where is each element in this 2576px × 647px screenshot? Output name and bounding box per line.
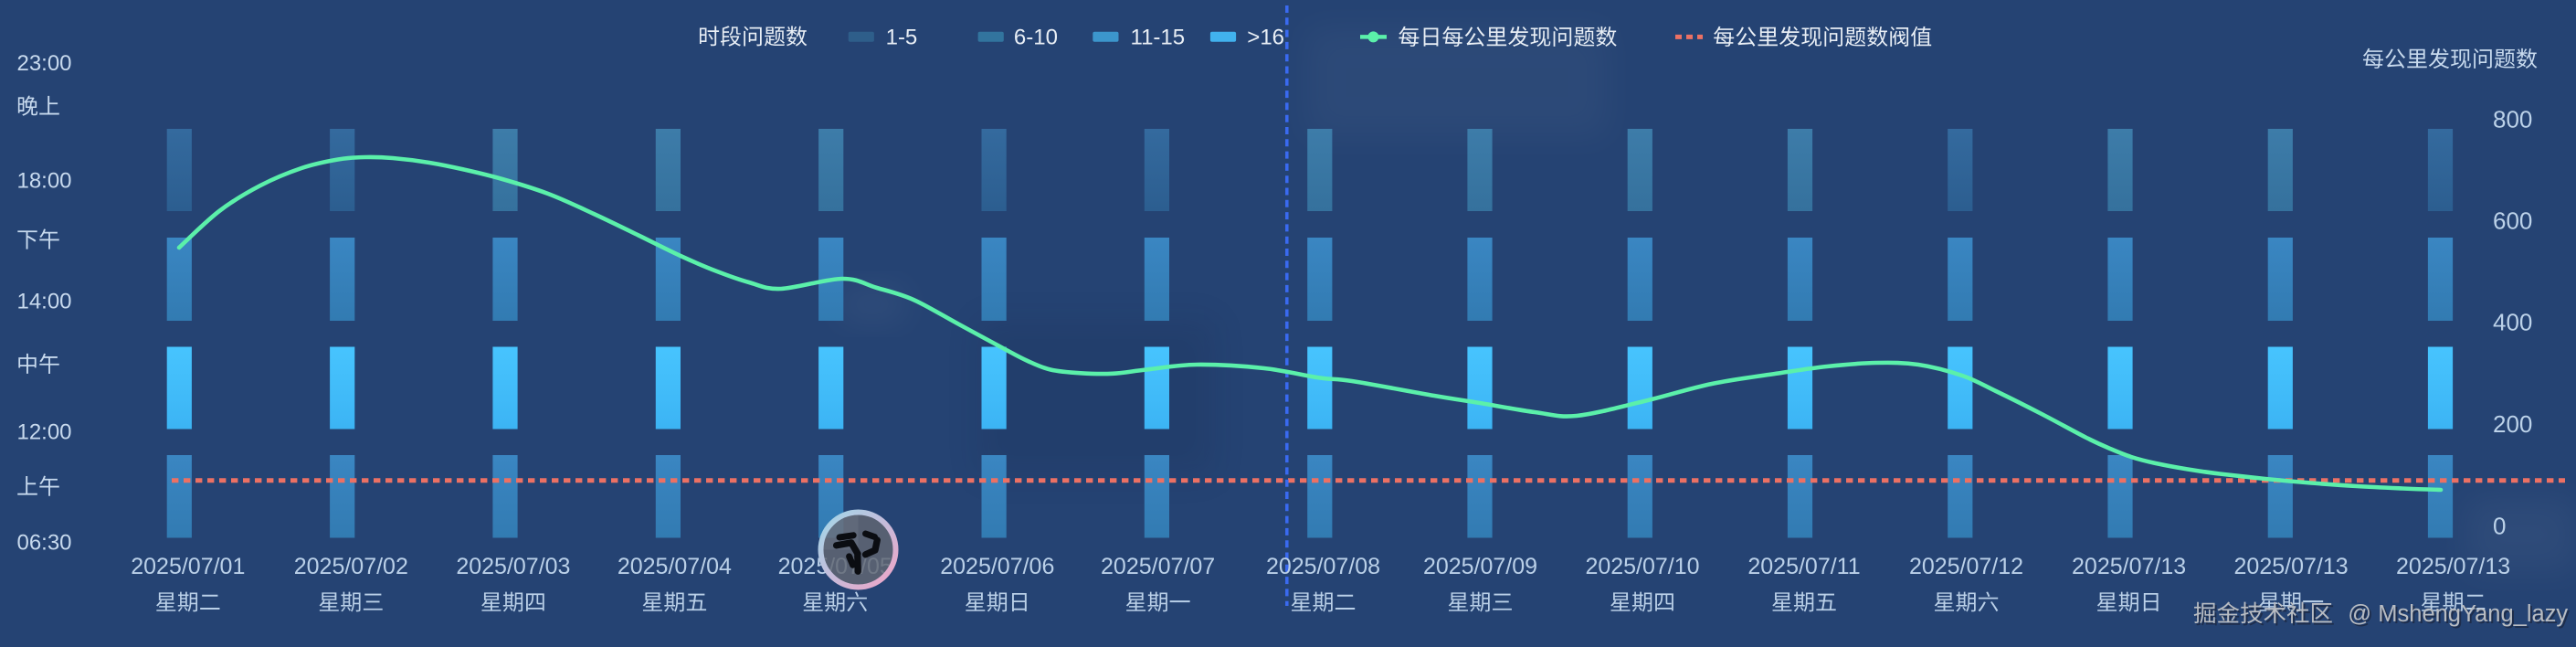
svg-text:6-10: 6-10 bbox=[1014, 26, 1058, 50]
svg-text:18:00: 18:00 bbox=[16, 169, 71, 194]
svg-text:2025/07/11: 2025/07/11 bbox=[1747, 554, 1860, 579]
svg-text:2025/07/13: 2025/07/13 bbox=[2234, 554, 2349, 579]
svg-text:>16: >16 bbox=[1247, 26, 1284, 50]
svg-text:2025/07/07: 2025/07/07 bbox=[1101, 554, 1215, 579]
svg-text:2025/07/09: 2025/07/09 bbox=[1423, 554, 1537, 579]
svg-text:0: 0 bbox=[2493, 512, 2506, 539]
svg-text:2025/07/10: 2025/07/10 bbox=[1585, 554, 1699, 579]
svg-text:06:30: 06:30 bbox=[16, 531, 71, 556]
svg-text:1-5: 1-5 bbox=[886, 26, 918, 50]
svg-text:800: 800 bbox=[2493, 106, 2532, 133]
svg-text:600: 600 bbox=[2493, 207, 2532, 235]
svg-text:400: 400 bbox=[2493, 309, 2532, 336]
svg-text:2025/07/02: 2025/07/02 bbox=[294, 554, 408, 579]
svg-text:2025/07/13: 2025/07/13 bbox=[2072, 554, 2186, 579]
svg-text:14:00: 14:00 bbox=[16, 290, 71, 314]
svg-text:23:00: 23:00 bbox=[16, 51, 71, 76]
svg-text:2025/07/04: 2025/07/04 bbox=[618, 554, 732, 579]
svg-text:2025/07/12: 2025/07/12 bbox=[1909, 554, 2023, 579]
svg-text:2025/07/13: 2025/07/13 bbox=[2396, 554, 2510, 579]
svg-text:2025/07/03: 2025/07/03 bbox=[456, 554, 570, 579]
svg-text:2025/07/08: 2025/07/08 bbox=[1266, 554, 1380, 579]
svg-text:@ MshengYang_lazy: @ MshengYang_lazy bbox=[2348, 601, 2568, 627]
svg-text:12:00: 12:00 bbox=[16, 420, 71, 445]
svg-text:2025/07/06: 2025/07/06 bbox=[940, 554, 1054, 579]
svg-text:2025/07/01: 2025/07/01 bbox=[131, 554, 245, 579]
svg-text:11-15: 11-15 bbox=[1131, 26, 1186, 50]
svg-text:@ MshengYang_lazy: @ MshengYang_lazy bbox=[2349, 603, 2570, 629]
svg-text:200: 200 bbox=[2493, 410, 2532, 438]
